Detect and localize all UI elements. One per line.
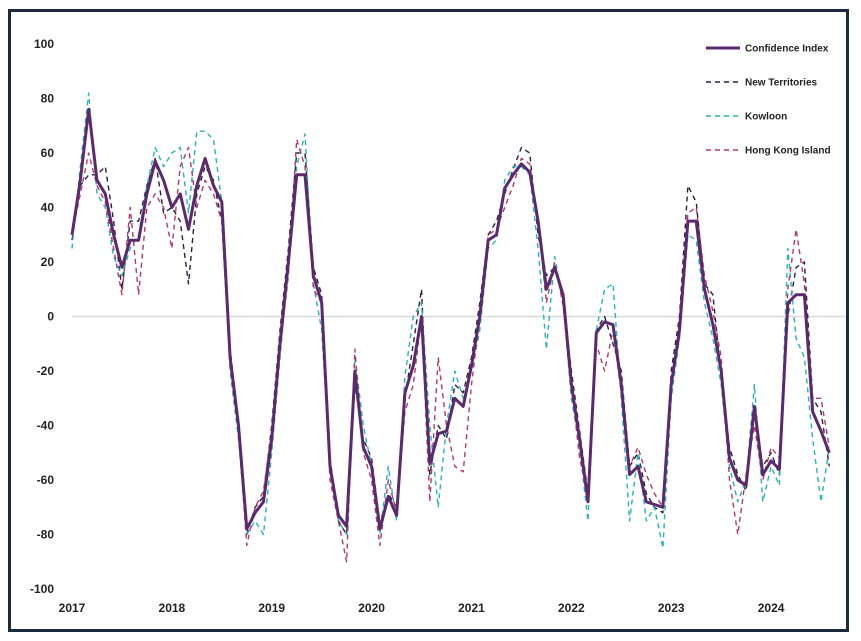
- y-tick-label: -80: [37, 528, 55, 542]
- x-tick-label: 2018: [159, 601, 186, 615]
- y-tick-label: 40: [41, 201, 55, 215]
- y-tick-label: 60: [41, 146, 55, 160]
- x-tick-label: 2024: [758, 601, 785, 615]
- x-tick-label: 2022: [558, 601, 585, 615]
- x-tick-label: 2021: [458, 601, 485, 615]
- legend: Confidence Index New Territories Kowloon Ho…: [706, 44, 831, 157]
- x-tick-label: 2017: [59, 601, 86, 615]
- y-tick-label: 80: [41, 92, 55, 106]
- chart-frame: [8, 9, 849, 632]
- y-tick-label: 0: [47, 310, 54, 324]
- series-line-confidence-index: [70, 107, 831, 531]
- x-tick-label: 2020: [358, 601, 385, 615]
- legend-label: Hong Kong Island: [745, 146, 831, 157]
- y-tick-label: 100: [34, 37, 54, 51]
- y-tick-label: 20: [41, 255, 55, 269]
- legend-label: New Territories: [745, 78, 817, 89]
- y-tick-label: -100: [30, 582, 54, 596]
- legend-label: Kowloon: [745, 112, 787, 123]
- legend-label: Confidence Index: [745, 44, 829, 55]
- x-tick-label: 2023: [658, 601, 685, 615]
- series-line-kowloon: [71, 92, 830, 549]
- series-line-hong-kong-island: [71, 138, 830, 563]
- y-tick-label: -20: [37, 364, 55, 378]
- y-tick-label: -40: [37, 419, 55, 433]
- y-tick-label: -60: [37, 473, 55, 487]
- x-tick-label: 2019: [258, 601, 285, 615]
